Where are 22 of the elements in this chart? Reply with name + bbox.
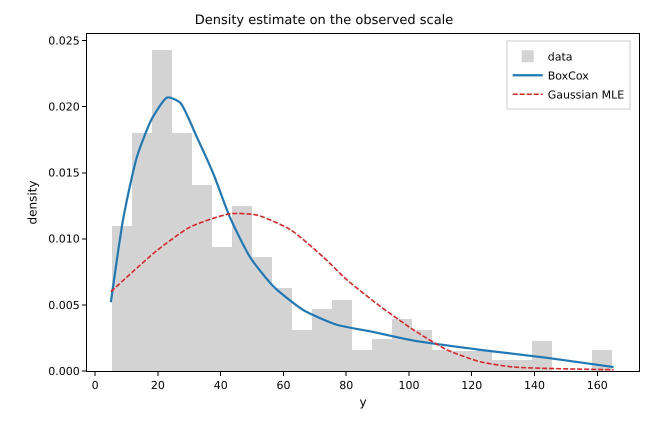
y-tick-label: 0.000 [48, 364, 80, 378]
y-tick-label: 0.015 [48, 166, 80, 180]
x-tick-label: 40 [214, 379, 228, 392]
x-tick-label: 160 [586, 379, 608, 392]
x-tick-label: 80 [339, 379, 354, 392]
y-tick-label: 0.010 [48, 232, 80, 246]
y-axis-title: density [26, 180, 40, 224]
y-tick-label: 0.020 [48, 100, 80, 114]
x-tick-label: 0 [92, 379, 99, 392]
x-axis-title: y [359, 395, 367, 410]
x-tick-label: 20 [150, 379, 165, 392]
x-tick-label: 60 [276, 379, 290, 392]
x-tick-label: 120 [461, 379, 482, 392]
x-tick-label: 140 [524, 379, 545, 392]
x-tick-label: 100 [398, 379, 420, 392]
legend-label: BoxCox [548, 70, 590, 83]
line-series [110, 212, 614, 370]
y-tick-label: 0.025 [48, 34, 80, 48]
chart-title: Density estimate on the observed scale [194, 13, 454, 28]
y-tick-label: 0.005 [48, 298, 80, 312]
legend-label: data [548, 50, 572, 64]
legend-label: Gaussian MLE [548, 88, 624, 102]
